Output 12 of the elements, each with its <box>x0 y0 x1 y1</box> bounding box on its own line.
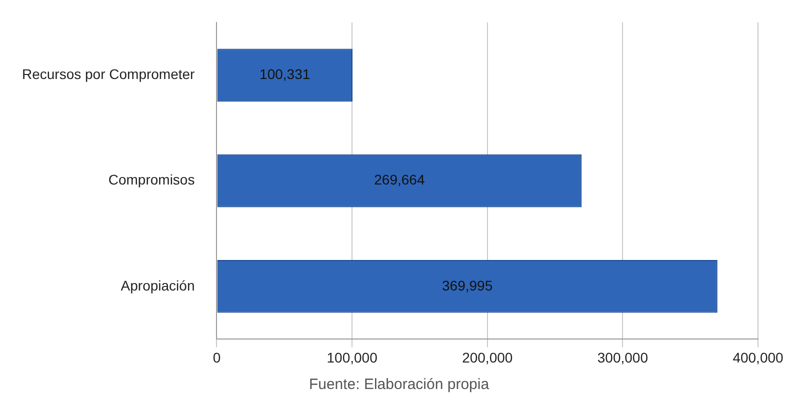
data-label: 269,664 <box>374 172 425 188</box>
source-note: Fuente: Elaboración propia <box>308 376 490 393</box>
x-tick-label: 100,000 <box>326 349 378 366</box>
data-label: 369,995 <box>442 277 493 294</box>
y-tick-label: Recursos por Comprometer <box>22 66 196 82</box>
y-tick-label: Compromisos <box>108 172 195 188</box>
x-tick-label: 200,000 <box>462 349 513 366</box>
x-tick-label: 0 <box>212 349 221 366</box>
y-tick-label: Apropiación <box>120 277 195 294</box>
x-tick-label: 400,000 <box>732 349 784 366</box>
x-tick-label: 300,000 <box>597 349 648 366</box>
data-label: 100,331 <box>260 66 310 82</box>
